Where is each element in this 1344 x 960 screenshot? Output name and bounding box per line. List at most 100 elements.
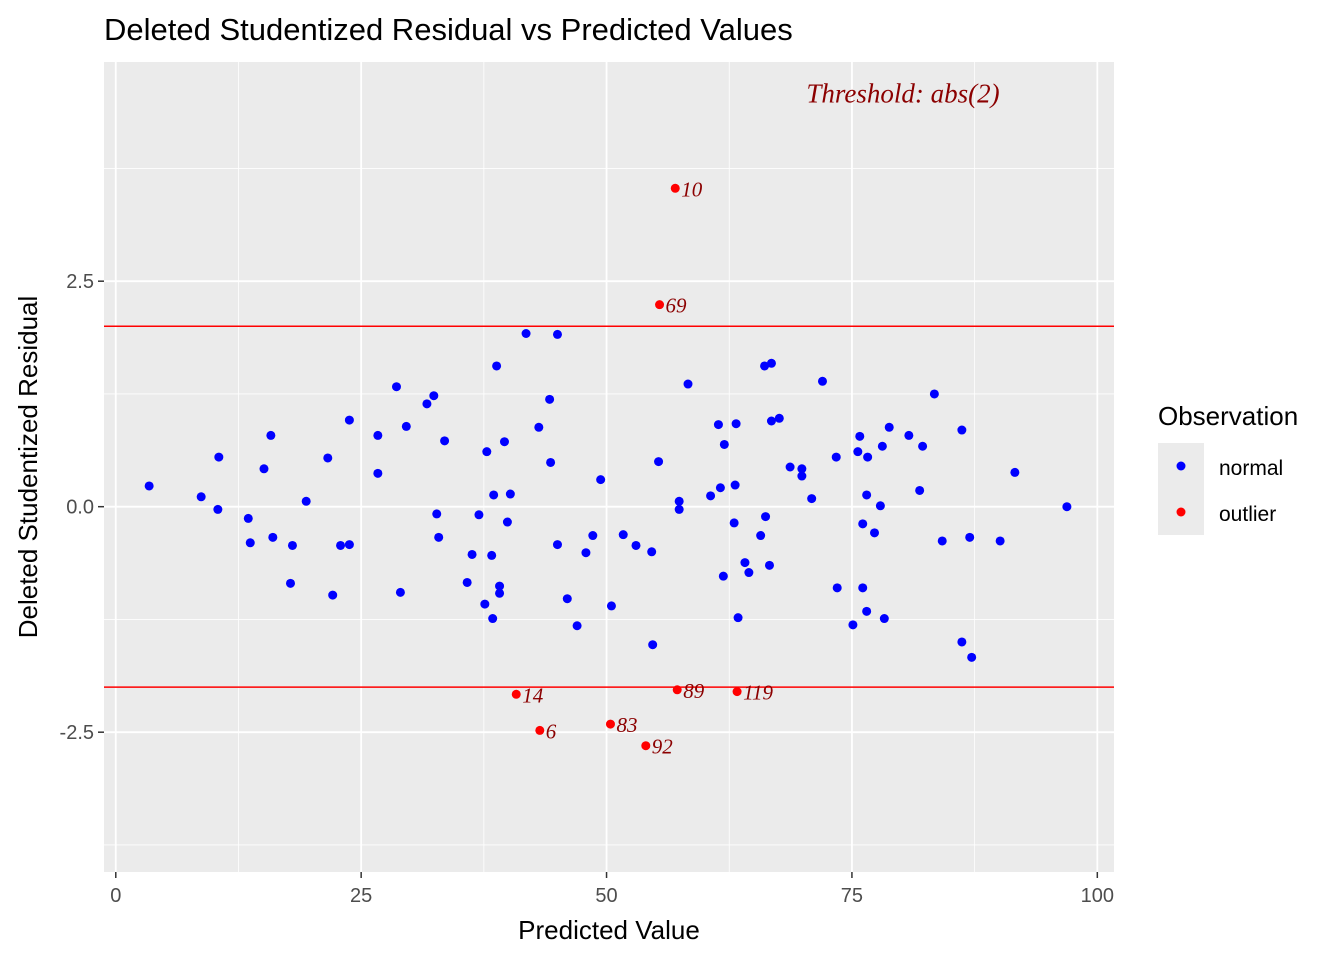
point-normal — [733, 613, 743, 623]
y-tick-label: -2.5 — [60, 722, 94, 744]
point-normal — [487, 550, 497, 560]
point-normal — [683, 379, 693, 389]
point-normal — [756, 531, 766, 541]
point-normal — [715, 483, 725, 493]
point-normal — [243, 513, 253, 523]
point-normal — [774, 413, 784, 423]
point-normal — [766, 416, 776, 426]
point-normal — [875, 501, 885, 511]
point-normal — [401, 421, 411, 431]
point-normal — [373, 430, 383, 440]
point-normal — [495, 581, 505, 591]
outlier-label: 10 — [681, 177, 703, 201]
outlier-label: 69 — [666, 294, 688, 318]
point-normal — [214, 452, 224, 462]
point-normal — [915, 485, 925, 495]
x-tick-label: 50 — [595, 885, 617, 907]
point-normal — [832, 583, 842, 593]
point-normal — [552, 329, 562, 339]
point-normal — [534, 422, 544, 432]
point-normal — [647, 547, 657, 557]
point-normal — [863, 452, 873, 462]
point-outlier — [655, 300, 665, 310]
point-normal — [706, 491, 716, 501]
legend-marker-outlier — [1176, 507, 1186, 517]
point-normal — [502, 517, 512, 527]
point-normal — [552, 540, 562, 550]
point-normal — [719, 439, 729, 449]
point-normal — [879, 614, 889, 624]
point-normal — [482, 447, 492, 457]
outlier-label: 119 — [743, 681, 773, 705]
y-tick-label: 2.5 — [66, 271, 94, 293]
point-normal — [521, 329, 531, 339]
point-normal — [467, 549, 477, 559]
point-normal — [744, 568, 754, 578]
legend: Observation normal outlier — [1158, 401, 1298, 535]
point-normal — [344, 415, 354, 425]
point-normal — [654, 457, 664, 467]
point-normal — [259, 464, 269, 474]
point-normal — [1062, 502, 1072, 512]
point-normal — [862, 606, 872, 616]
point-normal — [562, 594, 572, 604]
point-normal — [489, 490, 499, 500]
outlier-label: 83 — [616, 713, 637, 737]
point-normal — [245, 538, 255, 548]
point-normal — [870, 528, 880, 538]
point-normal — [718, 571, 728, 581]
point-normal — [674, 496, 684, 506]
point-normal — [848, 620, 858, 630]
point-normal — [480, 599, 490, 609]
point-normal — [761, 512, 771, 522]
point-outlier — [672, 685, 682, 695]
point-normal — [596, 475, 606, 485]
point-normal — [606, 601, 616, 611]
point-normal — [858, 519, 868, 529]
point-normal — [323, 453, 333, 463]
point-normal — [831, 452, 841, 462]
point-normal — [213, 504, 223, 514]
point-normal — [505, 489, 515, 499]
point-normal — [266, 430, 276, 440]
chart-title: Deleted Studentized Residual vs Predicte… — [104, 12, 793, 47]
x-tick-label: 100 — [1081, 885, 1114, 907]
point-outlier — [641, 741, 651, 751]
point-normal — [328, 590, 338, 600]
point-normal — [957, 425, 967, 435]
y-tick-label: 0.0 — [66, 497, 94, 519]
axis-ticks: 0 25 50 75 100 -2.5 0.0 2.5 — [60, 271, 1114, 907]
legend-label-outlier: outlier — [1219, 503, 1276, 526]
point-normal — [797, 464, 807, 474]
x-axis-title: Predicted Value — [518, 915, 700, 945]
point-outlier — [605, 719, 615, 729]
point-normal — [344, 540, 354, 550]
point-normal — [764, 560, 774, 570]
threshold-annotation: Threshold: abs(2) — [806, 79, 999, 109]
point-normal — [432, 509, 442, 519]
point-normal — [929, 389, 939, 399]
point-normal — [817, 376, 827, 386]
point-normal — [957, 637, 967, 647]
point-normal — [492, 361, 502, 371]
point-normal — [618, 530, 628, 540]
point-normal — [495, 588, 505, 598]
point-normal — [301, 496, 311, 506]
point-normal — [713, 420, 723, 430]
point-normal — [196, 492, 206, 502]
point-normal — [336, 540, 346, 550]
point-normal — [395, 587, 405, 597]
point-normal — [797, 471, 807, 481]
legend-marker-normal — [1176, 461, 1186, 471]
point-normal — [1010, 467, 1020, 477]
data-points: 10 69 146 83 89 119 92 — [144, 177, 1072, 759]
point-normal — [391, 382, 401, 392]
point-normal — [546, 457, 556, 467]
point-normal — [853, 447, 863, 457]
point-normal — [904, 430, 914, 440]
outlier-label: 14 — [522, 683, 544, 707]
point-normal — [674, 504, 684, 514]
point-normal — [373, 468, 383, 478]
point-normal — [588, 531, 598, 541]
